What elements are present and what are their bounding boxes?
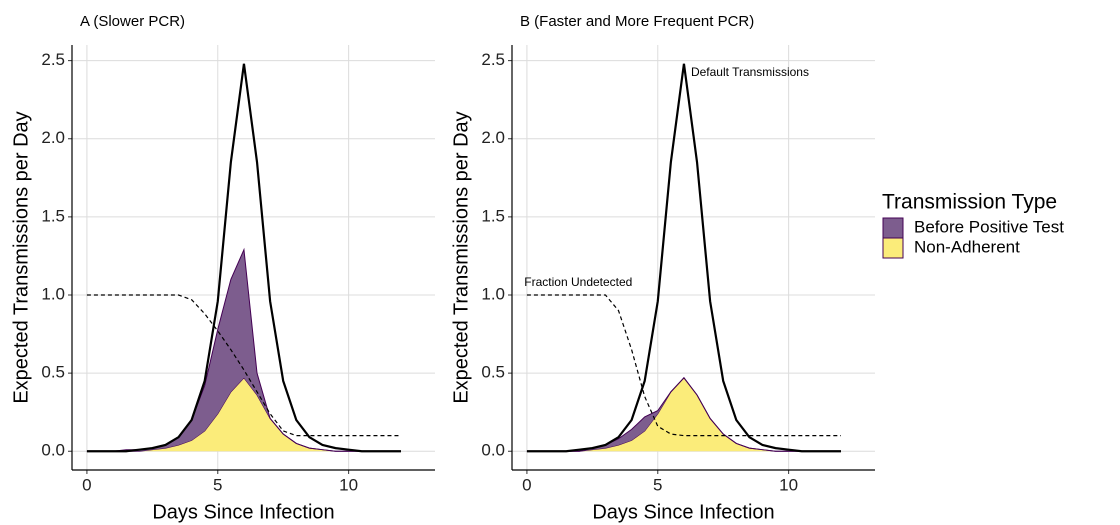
legend-label: Non-Adherent <box>914 237 1020 256</box>
y-axis-title: Expected Transmissions per Day <box>450 111 472 403</box>
y-tick-label: 2.5 <box>41 50 65 69</box>
x-tick-label: 10 <box>779 475 798 494</box>
y-tick-label: 2.0 <box>481 128 505 147</box>
y-tick-label: 0.0 <box>41 441 65 460</box>
area-edge <box>526 377 841 452</box>
annotation: Fraction Undetected <box>524 275 632 289</box>
legend-label: Before Positive Test <box>914 217 1064 236</box>
legend-key <box>882 217 904 239</box>
y-tick-label: 0.0 <box>481 441 505 460</box>
y-axis-title: Expected Transmissions per Day <box>10 111 32 403</box>
x-tick-label: 5 <box>213 475 222 494</box>
area <box>526 377 841 452</box>
default-line <box>86 63 401 453</box>
y-tick-label: 2.0 <box>41 128 65 147</box>
panel-title: B (Faster and More Frequent PCR) <box>520 13 754 30</box>
area <box>86 377 401 452</box>
fraction-line <box>526 294 841 437</box>
legend-key <box>882 237 904 259</box>
x-tick-label: 0 <box>522 475 531 494</box>
legend-title: Transmission Type <box>882 191 1057 214</box>
y-tick-label: 2.5 <box>481 50 505 69</box>
y-tick-label: 1.5 <box>41 206 65 225</box>
x-axis-title: Days Since Infection <box>592 501 774 523</box>
area <box>86 249 401 452</box>
x-tick-label: 5 <box>653 475 662 494</box>
x-tick-label: 0 <box>82 475 91 494</box>
y-tick-label: 0.5 <box>481 363 505 382</box>
y-tick-label: 1.5 <box>481 206 505 225</box>
y-tick-label: 1.0 <box>481 284 505 303</box>
annotation: Default Transmissions <box>691 65 809 79</box>
y-tick-label: 1.0 <box>41 284 65 303</box>
default-line <box>526 63 841 453</box>
fraction-line <box>86 294 401 437</box>
panel-title: A (Slower PCR) <box>80 13 185 30</box>
x-axis-title: Days Since Infection <box>152 501 334 523</box>
y-tick-label: 0.5 <box>41 363 65 382</box>
x-tick-label: 10 <box>339 475 358 494</box>
